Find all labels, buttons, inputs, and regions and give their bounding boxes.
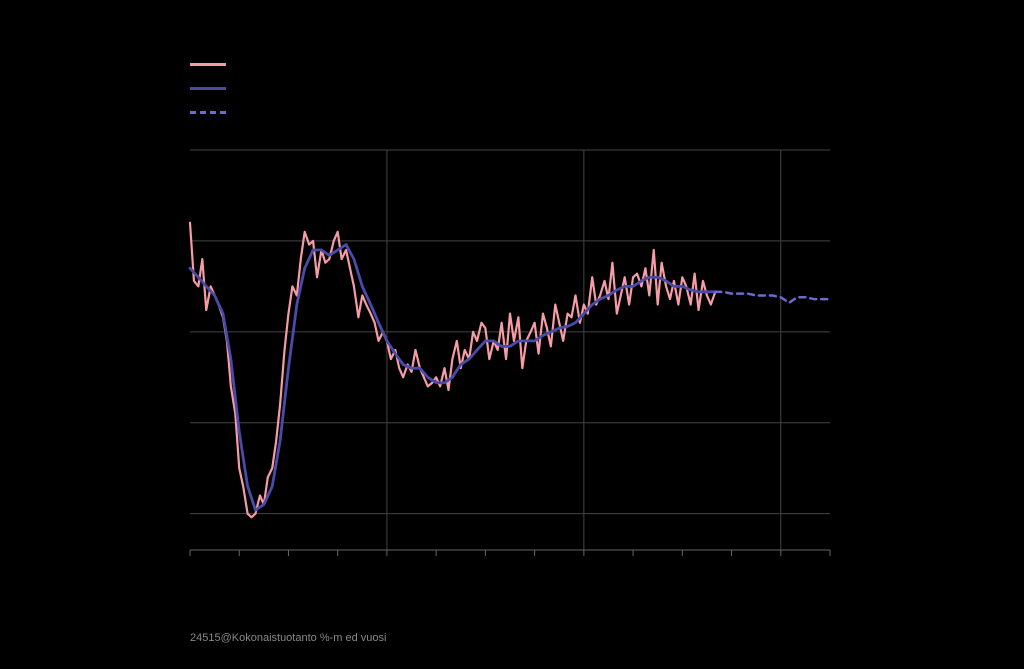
series-monthly [190, 223, 715, 518]
legend-swatch [190, 87, 226, 90]
legend-swatch [190, 111, 226, 114]
series-forecast [715, 292, 830, 303]
plot-svg [190, 150, 830, 550]
legend [190, 55, 236, 127]
series-smoothed [190, 245, 715, 510]
legend-item [190, 79, 236, 97]
legend-item [190, 103, 236, 121]
chart-container: 24515@Kokonaistuotanto %-m ed vuosi [0, 0, 1024, 669]
footer-label: 24515@Kokonaistuotanto %-m ed vuosi [190, 632, 386, 644]
legend-swatch [190, 63, 226, 66]
plot-area [190, 150, 830, 550]
legend-item [190, 55, 236, 73]
